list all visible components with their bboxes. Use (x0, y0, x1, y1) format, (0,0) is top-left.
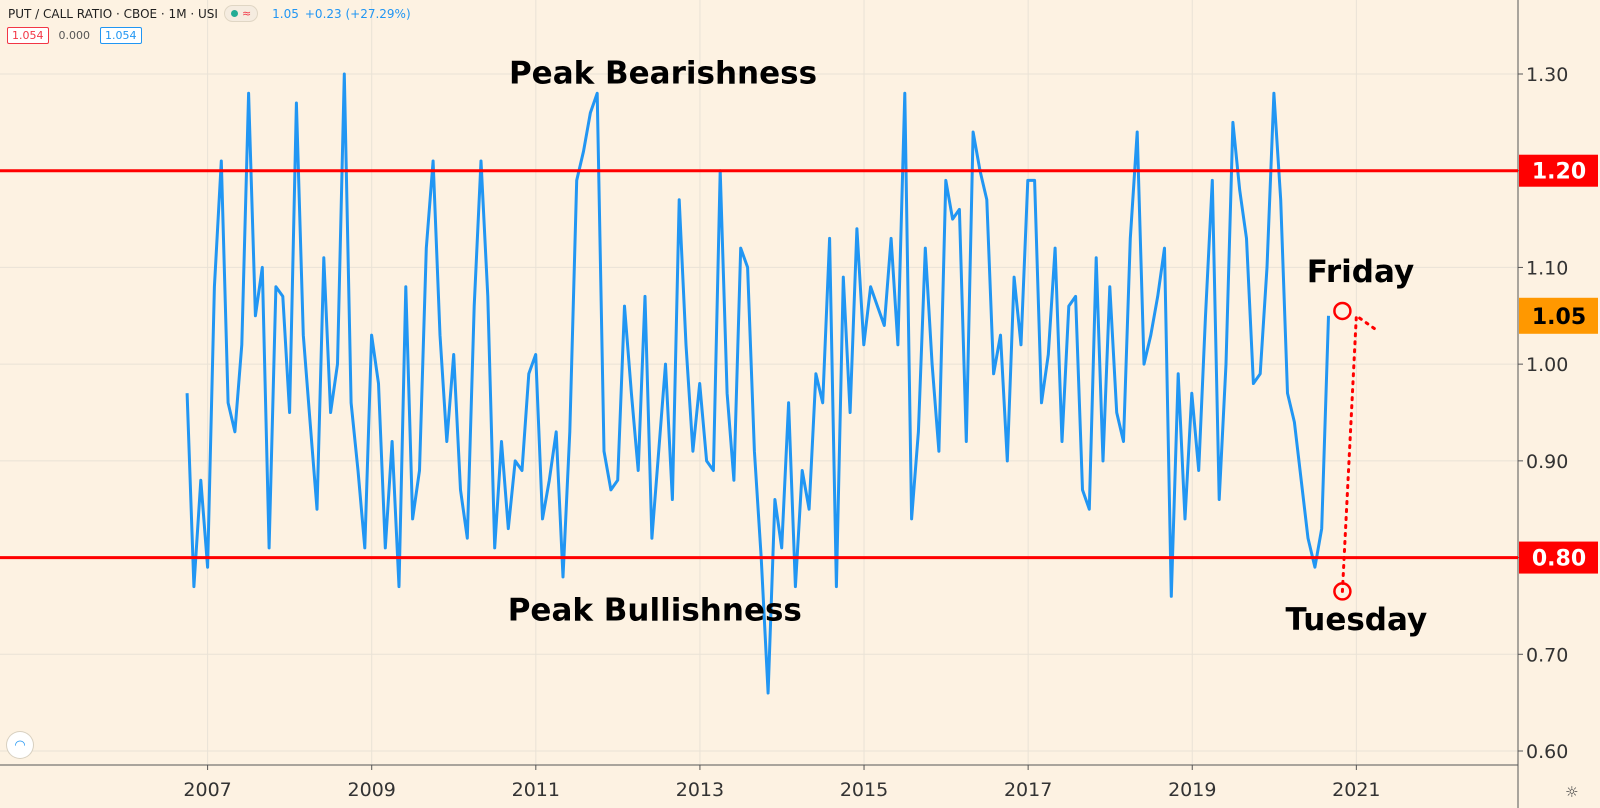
market-status-icon (230, 10, 238, 17)
projection-arrow (1340, 312, 1379, 593)
y-tick-label: 0.60 (1526, 741, 1568, 763)
last-value: 1.05 (272, 6, 299, 21)
gear-icon[interactable]: ☼ (1565, 783, 1579, 801)
reference-label-box (1519, 541, 1598, 574)
x-tick-label: 2021 (1332, 779, 1380, 801)
annotation-peak-bullishness: Peak Bullishness (508, 592, 802, 628)
reference-label: 1.20 (1532, 160, 1586, 185)
annotation-peak-bearishness: Peak Bearishness (509, 56, 817, 92)
friday-marker[interactable] (1333, 301, 1352, 321)
x-tick-label: 2019 (1168, 779, 1216, 801)
y-tick-label: 1.10 (1526, 257, 1568, 279)
status-pill[interactable]: ≈ (223, 5, 259, 22)
legend-value-zero: 0.000 (58, 29, 91, 42)
symbol-title[interactable]: PUT / CALL RATIO · CBOE · 1M · USI (8, 6, 218, 21)
annotation-friday: Friday (1307, 254, 1414, 290)
change-value: +0.23 (+27.29%) (304, 6, 411, 21)
x-tick-label: 2017 (1004, 779, 1052, 801)
tuesday-marker[interactable] (1333, 582, 1352, 601)
current-value-box (1519, 297, 1598, 334)
legend-value-blue[interactable]: 1.054 (100, 27, 142, 44)
current-value-label: 1.05 (1532, 305, 1586, 330)
y-tick-label: 0.70 (1526, 644, 1568, 666)
legend-value-red[interactable]: 1.054 (7, 27, 49, 44)
y-tick-label: 0.90 (1526, 451, 1568, 473)
wave-icon: ≈ (241, 7, 252, 20)
indicator-legend: 1.054 0.000 1.054 (7, 27, 142, 44)
x-tick-label: 2013 (676, 779, 724, 801)
chart-header: PUT / CALL RATIO · CBOE · 1M · USI ≈ 1.0… (8, 5, 411, 22)
x-tick-label: 2011 (512, 779, 560, 801)
y-tick-label: 1.00 (1526, 354, 1568, 376)
reference-label-box (1519, 154, 1598, 187)
x-tick-label: 2009 (348, 779, 396, 801)
y-tick-label: 1.30 (1526, 64, 1568, 86)
x-tick-label: 2015 (840, 779, 888, 801)
annotation-tuesday: Tuesday (1286, 602, 1428, 638)
reference-label: 0.80 (1532, 547, 1586, 572)
x-tick-label: 2007 (183, 779, 231, 801)
tradingview-logo-icon[interactable]: ◠ (7, 732, 33, 758)
